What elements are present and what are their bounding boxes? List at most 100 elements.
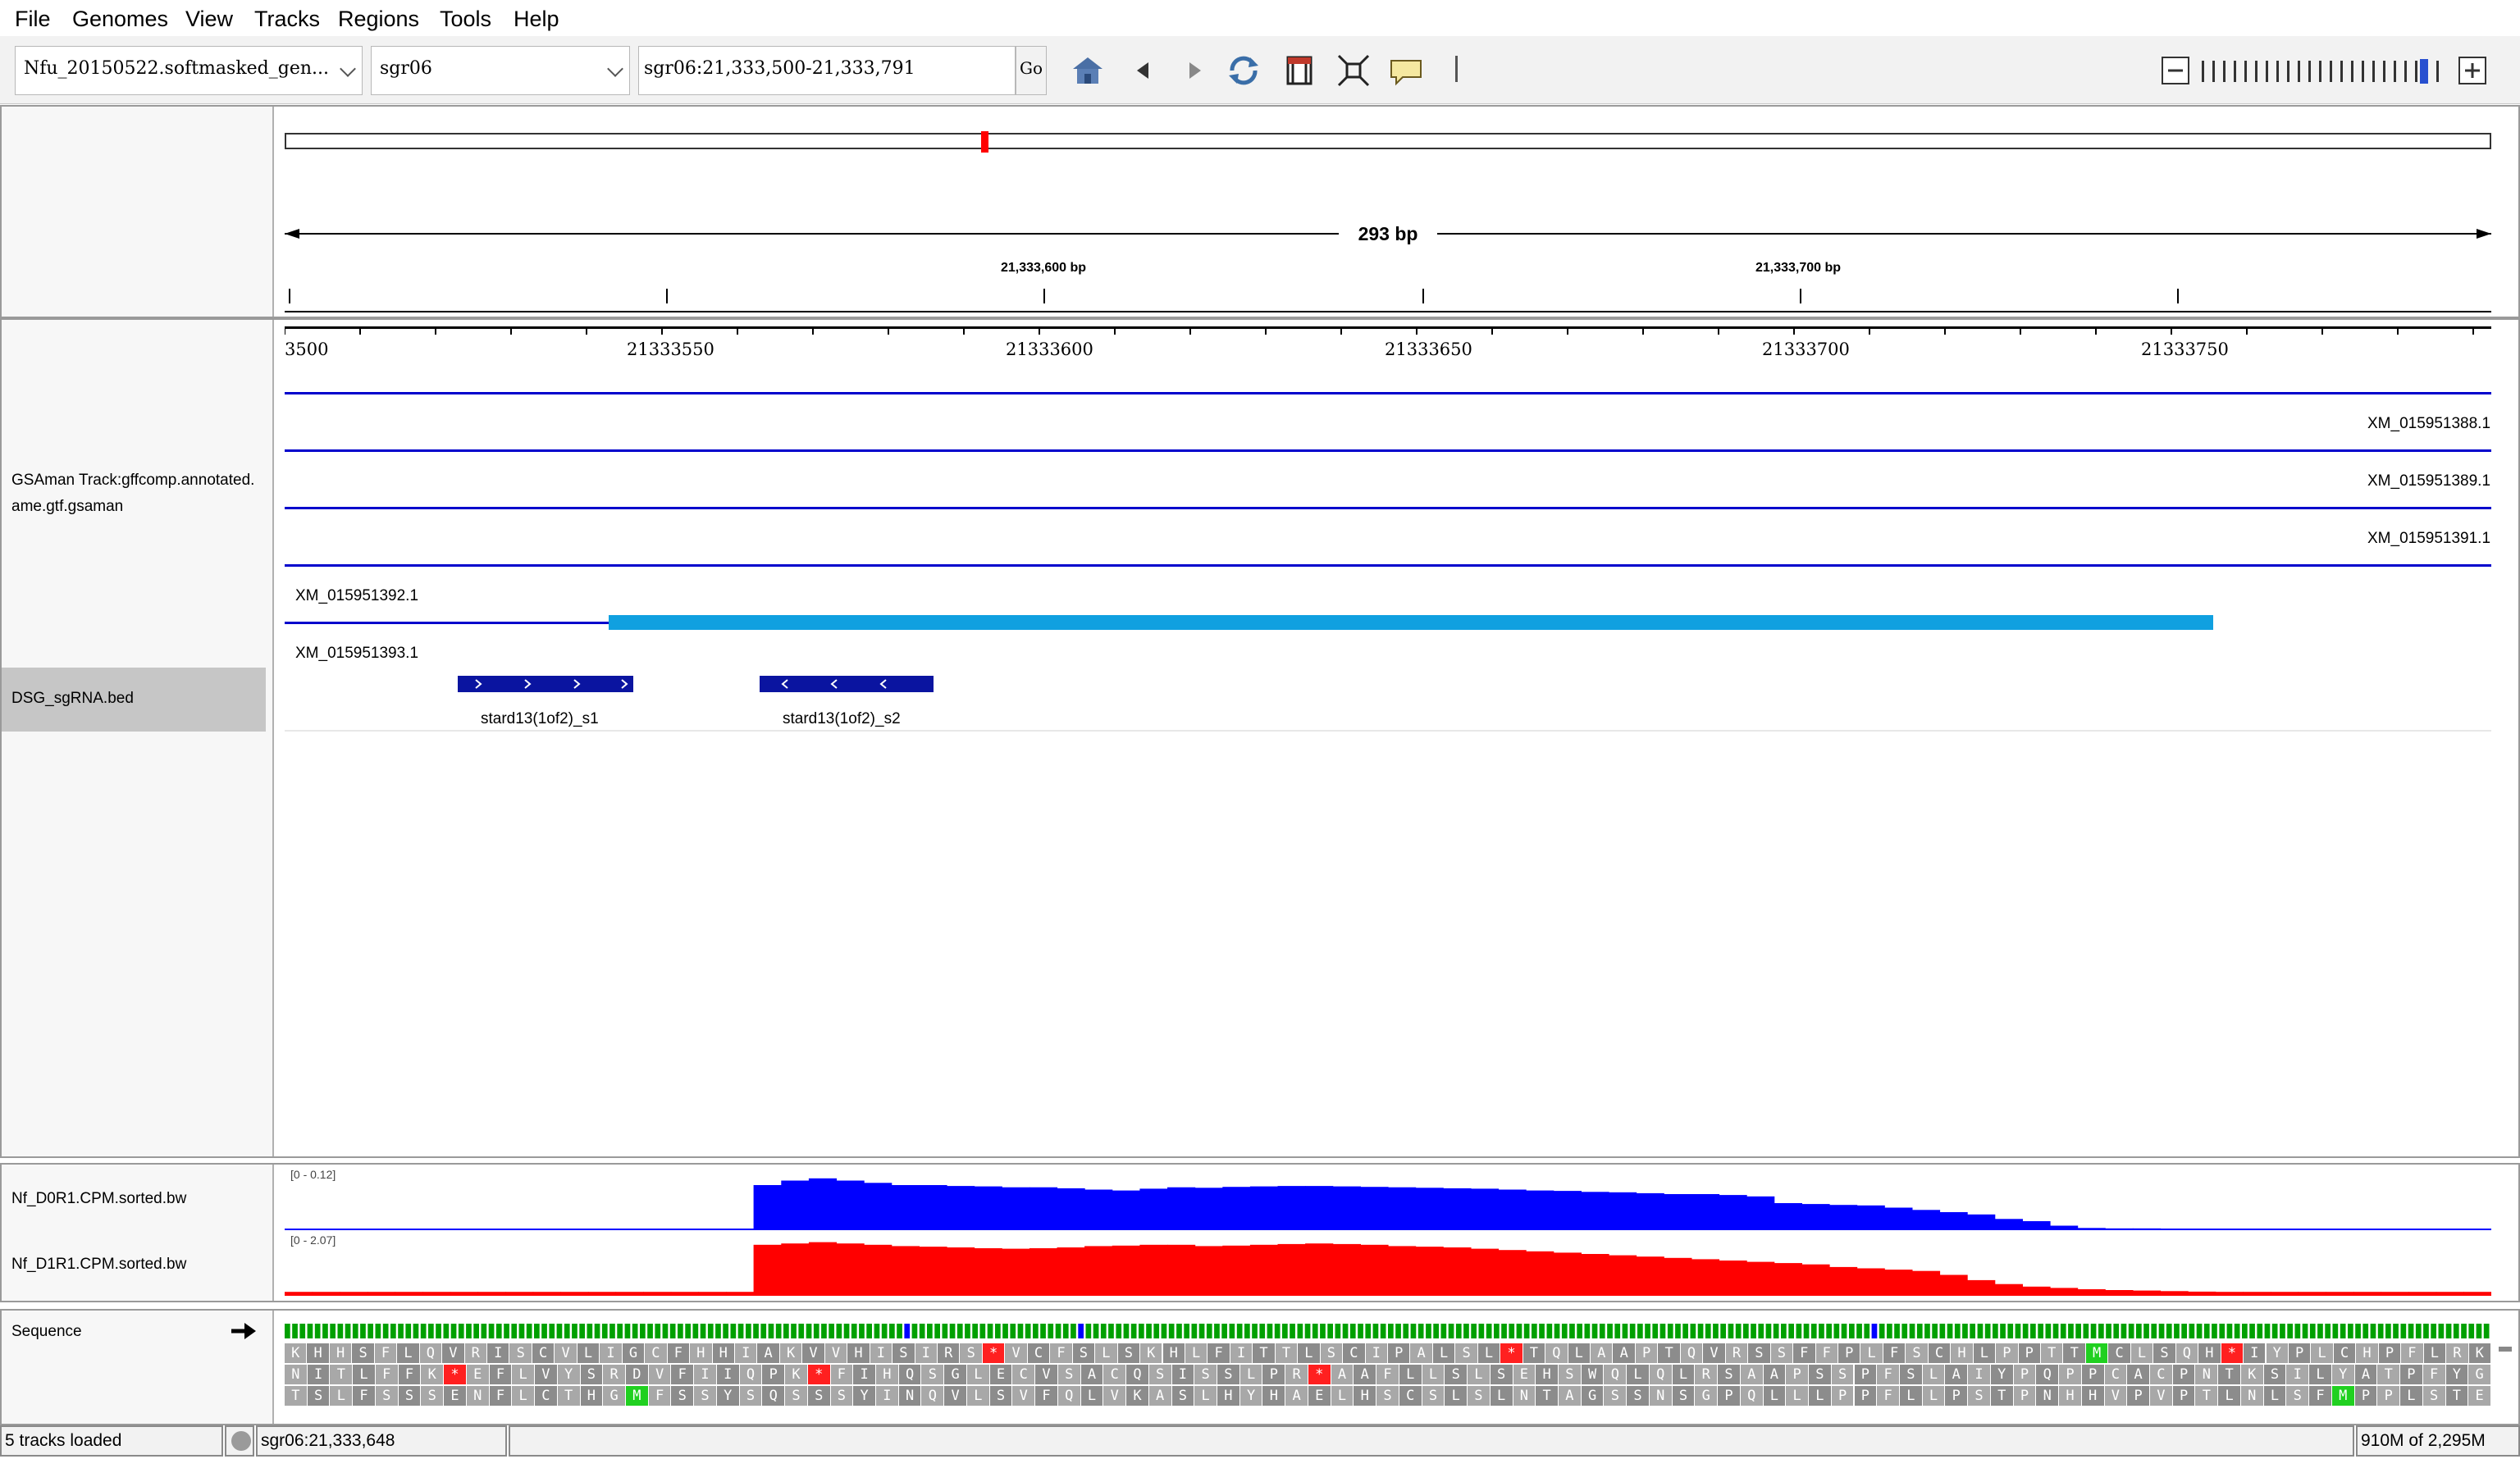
scroll-handle[interactable] <box>2499 1347 2512 1352</box>
amino-acid: * <box>2221 1343 2244 1363</box>
bw1-track-label[interactable]: Nf_D0R1.CPM.sorted.bw <box>11 1190 187 1207</box>
amino-acid: T <box>330 1365 353 1384</box>
base <box>382 1324 389 1338</box>
base <box>495 1324 502 1338</box>
amino-acid: T <box>2218 1365 2240 1384</box>
transcript-line[interactable] <box>285 392 2491 394</box>
amino-acid: * <box>807 1365 830 1384</box>
chromosome-ideogram[interactable] <box>285 133 2491 149</box>
menu-tracks[interactable]: Tracks <box>254 7 320 31</box>
span-label: 293 bp <box>1339 221 1437 246</box>
amino-acid: P <box>1996 1343 2018 1363</box>
base <box>1509 1324 1515 1338</box>
data-name-column: GSAman Track:gffcomp.annotated. ame.gtf.… <box>2 320 274 1156</box>
bw1-coverage-plot[interactable] <box>285 1173 2491 1230</box>
amino-acid: L <box>397 1343 419 1363</box>
resize-to-window-icon[interactable] <box>1335 52 1372 89</box>
amino-acid: H <box>847 1343 870 1363</box>
base <box>1652 1324 1659 1338</box>
coverage-bar <box>2160 1229 2189 1230</box>
amino-acid: S <box>1455 1343 1477 1363</box>
coverage-bar <box>1884 1270 1913 1296</box>
amino-acid: A <box>1331 1365 1354 1384</box>
base <box>715 1324 721 1338</box>
sequence-track-label[interactable]: Sequence <box>11 1323 82 1340</box>
sgrna-track-name-selected[interactable]: DSG_sgRNA.bed <box>2 668 266 732</box>
coverage-bar <box>1967 1279 1996 1296</box>
chromosome-dropdown[interactable]: sgr06 <box>371 46 630 95</box>
coverage-bar <box>808 1178 838 1230</box>
menu-view[interactable]: View <box>185 7 234 31</box>
menu-file[interactable]: File <box>15 7 51 31</box>
amino-acid: A <box>757 1343 779 1363</box>
amino-acid: P <box>2013 1386 2036 1406</box>
amino-acid: G <box>2468 1365 2490 1384</box>
zoom-tick <box>2351 61 2353 82</box>
transcript-line[interactable] <box>285 564 2491 567</box>
base <box>1085 1324 1092 1338</box>
transcript-line[interactable] <box>285 507 2491 509</box>
base <box>1728 1324 1734 1338</box>
amino-acid: A <box>1613 1343 1635 1363</box>
gsaman-track-label-line1[interactable]: GSAman Track:gffcomp.annotated. <box>11 472 255 489</box>
menu-regions[interactable]: Regions <box>338 7 420 31</box>
exon-block[interactable] <box>609 615 2213 630</box>
go-button[interactable]: Go <box>1016 46 1047 95</box>
menu-help[interactable]: Help <box>514 7 559 31</box>
base <box>2212 1324 2217 1338</box>
zoom-tick <box>2287 61 2289 82</box>
amino-acid: Q <box>1126 1365 1148 1384</box>
base <box>1947 1324 1953 1338</box>
amino-acid: L <box>1468 1365 1490 1384</box>
base <box>1781 1324 1787 1338</box>
locus-input[interactable]: sgr06:21,333,500-21,333,791 <box>638 46 1016 95</box>
base <box>2438 1324 2445 1338</box>
base <box>307 1324 313 1338</box>
bw2-data-range: [0 - 2.07] <box>290 1233 336 1247</box>
popup-text-icon[interactable] <box>1388 52 1424 89</box>
zoom-slider[interactable] <box>2198 57 2446 85</box>
amino-acid: G <box>944 1365 966 1384</box>
amino-acid: S <box>1057 1365 1080 1384</box>
coverage-bar <box>1277 1243 1306 1296</box>
zoom-out-icon[interactable] <box>2161 56 2190 85</box>
sgrna-feature-s1[interactable] <box>458 676 633 692</box>
zoom-in-icon[interactable] <box>2458 56 2487 85</box>
bw2-track-label[interactable]: Nf_D1R1.CPM.sorted.bw <box>11 1256 187 1273</box>
zoom-tick <box>2340 61 2343 82</box>
coverage-bar <box>1249 1244 1279 1296</box>
home-icon[interactable] <box>1070 52 1106 89</box>
zoom-tick <box>2266 61 2268 82</box>
back-arrow-icon[interactable] <box>1125 52 1162 89</box>
header-panel: 293 bp 21,333,600 bp 21,333,700 bp <box>0 105 2520 318</box>
forward-arrow-icon[interactable] <box>1176 52 1212 89</box>
coverage-bar <box>2381 1292 2409 1296</box>
amino-acid: F <box>1877 1365 1899 1384</box>
transcript-line[interactable] <box>285 449 2491 452</box>
base <box>1139 1324 1144 1338</box>
base <box>1206 1324 1212 1338</box>
amino-acid: L <box>1922 1365 1945 1384</box>
strand-arrow-icon[interactable] <box>230 1320 258 1342</box>
base <box>2287 1324 2293 1338</box>
amino-acid: T <box>2041 1343 2063 1363</box>
amino-acid: S <box>1627 1386 1649 1406</box>
gsaman-track-label-line2[interactable]: ame.gtf.gsaman <box>11 498 124 515</box>
bw1-data-range: [0 - 0.12] <box>290 1168 336 1181</box>
base <box>2445 1324 2452 1338</box>
base <box>2271 1324 2278 1338</box>
genome-dropdown[interactable]: Nfu_20150522.softmasked_gen... <box>15 46 363 95</box>
refresh-icon[interactable] <box>1226 52 1262 89</box>
amino-acid: L <box>1490 1386 1513 1406</box>
base <box>1501 1324 1507 1338</box>
region-of-interest-icon[interactable] <box>1281 52 1317 89</box>
coverage-bar <box>1691 1194 1720 1230</box>
bw2-coverage-plot[interactable] <box>285 1238 2491 1296</box>
coverage-bar <box>2132 1290 2162 1296</box>
sgrna-feature-s2[interactable] <box>760 676 934 692</box>
base <box>518 1324 525 1338</box>
menu-genomes[interactable]: Genomes <box>72 7 169 31</box>
coverage-bar <box>2105 1228 2134 1230</box>
transcript-line[interactable] <box>285 622 609 624</box>
menu-tools[interactable]: Tools <box>440 7 492 31</box>
